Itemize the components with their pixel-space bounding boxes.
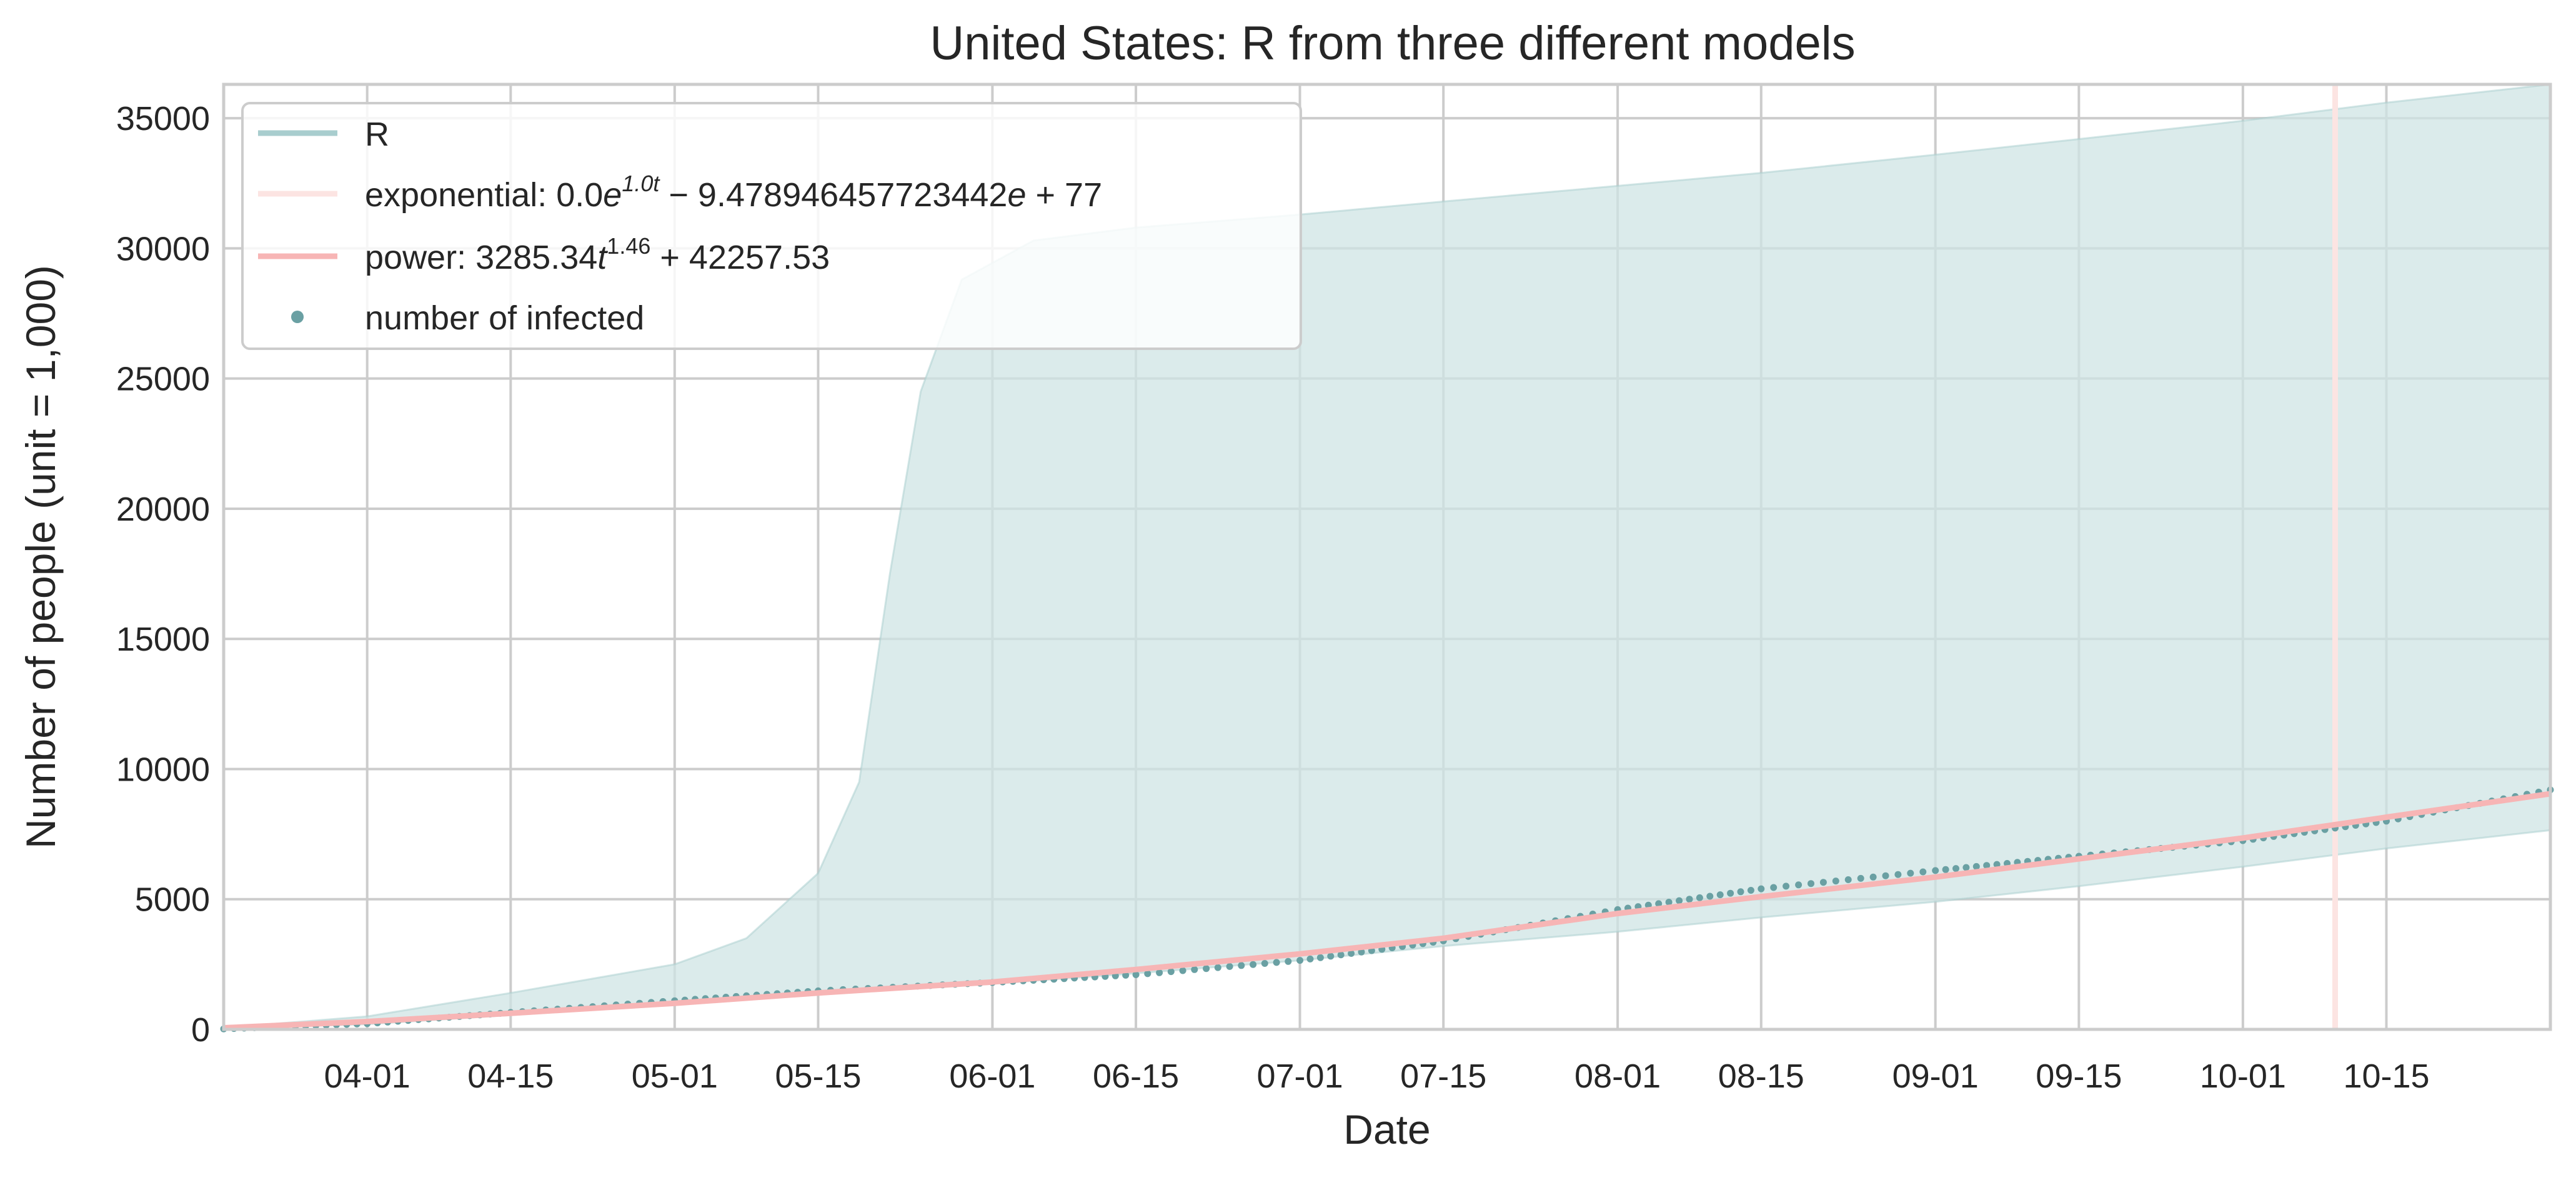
plot-frame [222, 82, 2552, 1031]
infected-point [1844, 876, 1852, 883]
infected-point [1783, 882, 1790, 890]
y-tick-label: 5000 [135, 881, 210, 919]
infected-point [1747, 887, 1754, 894]
infected-point [1727, 889, 1734, 897]
infected-point [1808, 880, 1814, 888]
infected-point [1869, 873, 1877, 881]
infected-point [1167, 968, 1175, 976]
infected-point [1894, 871, 1902, 878]
x-tick-label: 06-15 [1093, 1058, 1179, 1095]
infected-point [1972, 862, 1980, 870]
x-tick-label: 04-15 [467, 1058, 554, 1095]
legend-box [241, 102, 1302, 350]
y-tick-label: 30000 [116, 230, 210, 268]
infected-point [1296, 957, 1304, 964]
infected-point [1706, 892, 1714, 900]
power-series-line [223, 791, 2551, 1031]
y-tick-label: 25000 [116, 361, 210, 398]
infected-point [1214, 964, 1221, 971]
legend-label-exponential: exponential: 0.0e1.0t − 9.47894645772344… [365, 171, 1102, 214]
x-tick-label: 08-01 [1574, 1058, 1661, 1095]
x-tick-label: 09-01 [1892, 1058, 1979, 1095]
x-axis-label: Date [1343, 1106, 1430, 1152]
infected-point [1655, 900, 1663, 908]
x-tick-label: 06-01 [949, 1058, 1035, 1095]
infected-point [1993, 861, 2001, 868]
y-tick-labels: 0 5000 10000 15000 20000 25000 30000 35000 [116, 100, 210, 1049]
infected-point [1306, 955, 1314, 962]
y-tick-label: 35000 [116, 100, 210, 138]
infected-point [1203, 965, 1210, 972]
infected-point [1857, 874, 1864, 882]
legend: R exponential: 0.0e1.0t − 9.478946457723… [241, 102, 1302, 350]
infected-point [1337, 951, 1345, 959]
legend-label-r: R [365, 116, 389, 153]
x-tick-label: 10-01 [2200, 1058, 2286, 1095]
infected-point [1132, 971, 1140, 978]
infected-point [1316, 954, 1324, 961]
y-tick-label: 15000 [116, 621, 210, 658]
x-tick-label: 08-15 [1718, 1058, 1804, 1095]
infected-point [1261, 960, 1268, 967]
legend-label-infected: number of infected [365, 299, 644, 337]
infected-point [1795, 881, 1803, 889]
infected-point [1832, 878, 1839, 885]
infected-point [1696, 894, 1703, 901]
infected-point [1758, 885, 1765, 892]
infected-point [1770, 884, 1778, 891]
x-tick-label: 05-01 [632, 1058, 718, 1095]
infected-point [1919, 868, 1927, 876]
infected-point [1122, 971, 1130, 979]
x-tick-label: 05-15 [775, 1058, 861, 1095]
infected-point [1226, 962, 1233, 970]
infected-point [1348, 950, 1355, 957]
x-tick-label: 10-15 [2343, 1058, 2429, 1095]
infected-point [1686, 896, 1693, 903]
y-tick-label: 20000 [116, 491, 210, 528]
infected-point [1983, 862, 1991, 869]
infected-point [1716, 891, 1724, 899]
infected-point [1273, 959, 1280, 966]
infected-point [1179, 967, 1186, 974]
infected-point [1144, 970, 1151, 978]
chart-title: United States: R from three different mo… [930, 17, 1855, 70]
infected-point [1907, 869, 1914, 877]
infected-point [1358, 948, 1365, 956]
infected-point [1952, 865, 1959, 872]
infected-point [1737, 888, 1744, 896]
y-tick-label: 0 [191, 1011, 210, 1049]
y-axis-label: Number of people (unit = 1,000) [17, 265, 64, 849]
infected-point [1238, 962, 1245, 969]
infected-point [1942, 866, 1949, 873]
infected-point [1327, 952, 1335, 960]
infected-point [1250, 961, 1257, 968]
y-tick-label: 10000 [116, 751, 210, 788]
legend-swatch-infected [291, 311, 304, 323]
infected-point [1882, 872, 1889, 879]
infected-point [1676, 897, 1683, 904]
x-tick-label: 04-01 [324, 1058, 410, 1095]
infected-point [1932, 867, 1939, 874]
x-tick-label: 07-01 [1256, 1058, 1343, 1095]
legend-label-power: power: 3285.34t1.46 + 42257.53 [365, 233, 830, 276]
infected-point [1156, 969, 1163, 976]
infected-point [1962, 864, 1970, 871]
infected-point [1191, 966, 1198, 973]
x-tick-labels: 04-01 04-15 05-01 05-15 06-01 06-15 07-01 07-15… [324, 1058, 2430, 1095]
infected-point [1285, 958, 1292, 965]
x-tick-label: 07-15 [1400, 1058, 1486, 1095]
infected-point [1665, 899, 1673, 906]
x-tick-label: 09-15 [2036, 1058, 2122, 1095]
infected-point [1819, 879, 1827, 886]
